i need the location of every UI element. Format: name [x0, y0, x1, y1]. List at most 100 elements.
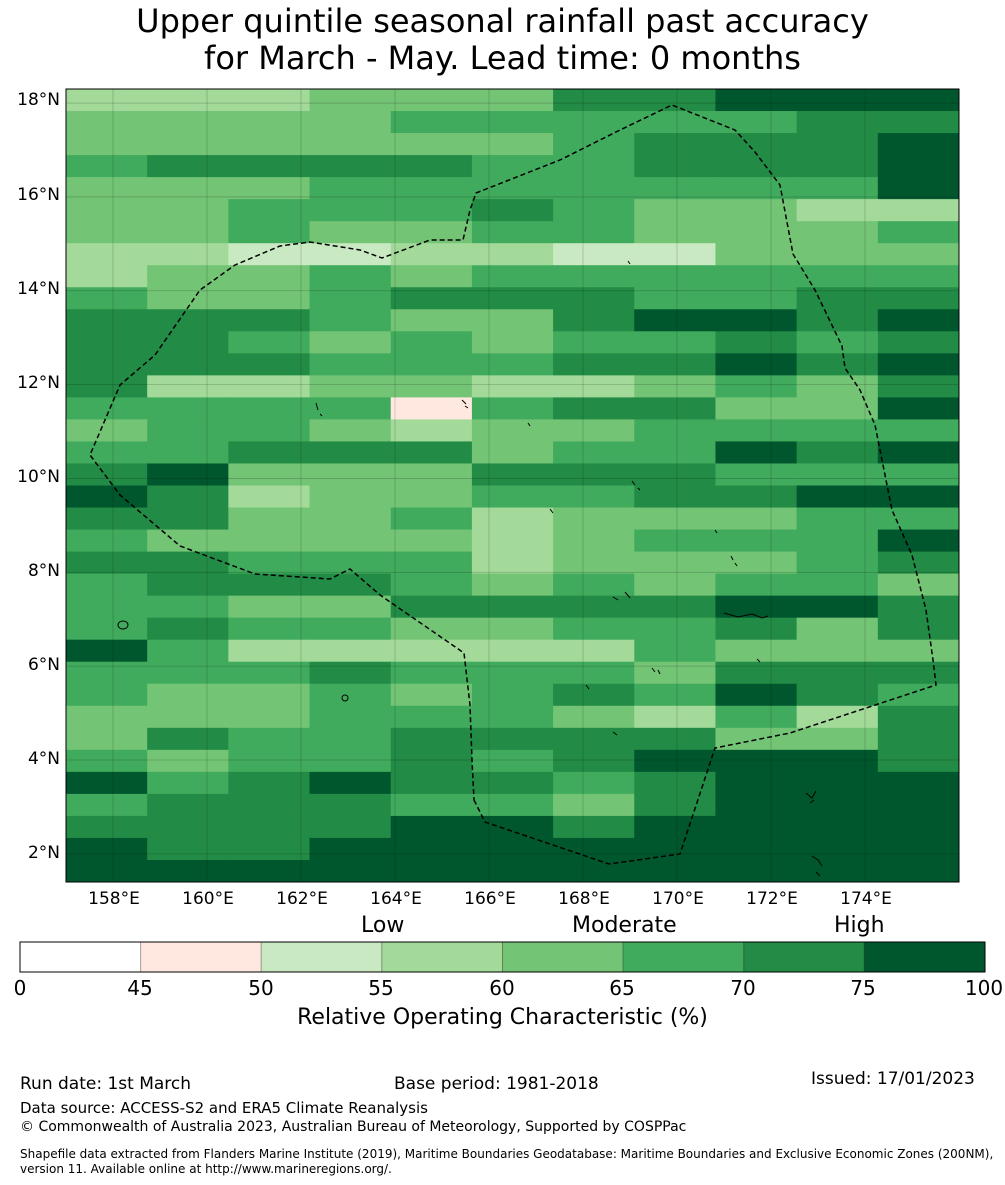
island: [315, 402, 323, 417]
island: [723, 612, 769, 619]
grid-cell: [553, 859, 635, 883]
grid-cell: [390, 463, 473, 486]
grid-cell: [228, 771, 311, 795]
grid-cell: [715, 419, 798, 442]
grid-cell: [147, 573, 229, 597]
grid-cell: [309, 243, 392, 266]
grid-cell: [390, 265, 473, 288]
colorbar-segment: [863, 941, 986, 973]
grid-cell: [796, 89, 879, 112]
grid-cell: [147, 793, 229, 817]
grid-cell: [66, 617, 148, 641]
island: [805, 790, 817, 804]
grid-cell: [796, 485, 879, 509]
grid-cell: [553, 661, 635, 685]
grid-cell: [796, 771, 879, 795]
grid-cell: [877, 573, 960, 597]
grid-cell: [471, 309, 554, 332]
grid-cell: [877, 793, 960, 817]
grid-cell: [309, 441, 392, 464]
grid-cell: [66, 309, 148, 332]
grid-cell: [796, 353, 879, 376]
grid-cell: [147, 529, 229, 553]
grid-cell: [634, 419, 716, 442]
grid-cell: [228, 89, 311, 112]
grid-cell: [634, 89, 716, 112]
grid-cell: [877, 265, 960, 288]
grid-cell: [715, 331, 798, 354]
grid-cell: [66, 375, 148, 398]
grid-cell: [390, 331, 473, 354]
grid-cell: [228, 705, 311, 729]
grid-cell: [796, 749, 879, 773]
grid-cell: [634, 485, 716, 509]
grid-cell: [390, 199, 473, 222]
grid-cell: [471, 859, 554, 883]
colorbar: [19, 941, 986, 973]
grid-cell: [877, 485, 960, 509]
grid-cell: [553, 463, 635, 486]
grid-cell: [877, 243, 960, 266]
grid-cell: [471, 221, 554, 244]
grid-cell: [471, 595, 554, 619]
grid-cell: [553, 683, 635, 707]
grid-cell: [147, 353, 229, 376]
grid-cell: [309, 397, 392, 420]
grid-cell: [390, 661, 473, 685]
grid-cell: [471, 353, 554, 376]
grid-cell: [553, 419, 635, 442]
grid-cell: [66, 507, 148, 531]
grid-cell: [147, 221, 229, 244]
grid-cell: [66, 551, 148, 575]
lon-label-170e: 170°E: [652, 889, 704, 909]
grid-cell: [228, 287, 311, 310]
grid-cell: [147, 133, 229, 156]
grid-cell: [553, 815, 635, 839]
grid-cell: [471, 177, 554, 200]
grid-cell: [796, 397, 879, 420]
grid-cell: [147, 507, 229, 531]
grid-cell: [66, 661, 148, 685]
grid-cell: [877, 837, 960, 861]
grid-cell: [715, 705, 798, 729]
grid-cell: [66, 573, 148, 597]
colorbar-tick-50: 50: [248, 976, 274, 1000]
colorbar-segment: [381, 941, 503, 973]
grid-cell: [147, 265, 229, 288]
grid-cell: [228, 661, 311, 685]
grid-cell: [715, 133, 798, 156]
grid-cell: [796, 551, 879, 575]
grid-cell: [390, 111, 473, 134]
grid-cell: [715, 177, 798, 200]
grid-cell: [147, 177, 229, 200]
island: [756, 658, 761, 663]
grid-cell: [147, 331, 229, 354]
grid-cell: [309, 155, 392, 178]
grid-cell: [553, 353, 635, 376]
grid-cell: [147, 419, 229, 442]
grid-cell: [715, 309, 798, 332]
grid-cell: [715, 551, 798, 575]
grid-cell: [390, 595, 473, 619]
grid-cell: [634, 683, 716, 707]
grid-cell: [66, 463, 148, 486]
lat-label-8n: 8°N: [27, 561, 60, 581]
grid-cell: [66, 793, 148, 817]
grid-cell: [553, 199, 635, 222]
island: [714, 529, 718, 534]
grid-cell: [634, 551, 716, 575]
grid-cell: [796, 837, 879, 861]
grid-cell: [796, 111, 879, 134]
grid-cell: [715, 727, 798, 751]
grid-cell: [553, 617, 635, 641]
colorbar-segment: [19, 941, 142, 973]
grid-cell: [390, 155, 473, 178]
grid-cell: [796, 639, 879, 663]
grid-cell: [390, 177, 473, 200]
grid-cell: [471, 133, 554, 156]
grid-cell: [228, 683, 311, 707]
grid-cell: [553, 375, 635, 398]
grid-cell: [147, 727, 229, 751]
grid-cell: [796, 859, 879, 883]
grid-cell: [390, 485, 473, 509]
